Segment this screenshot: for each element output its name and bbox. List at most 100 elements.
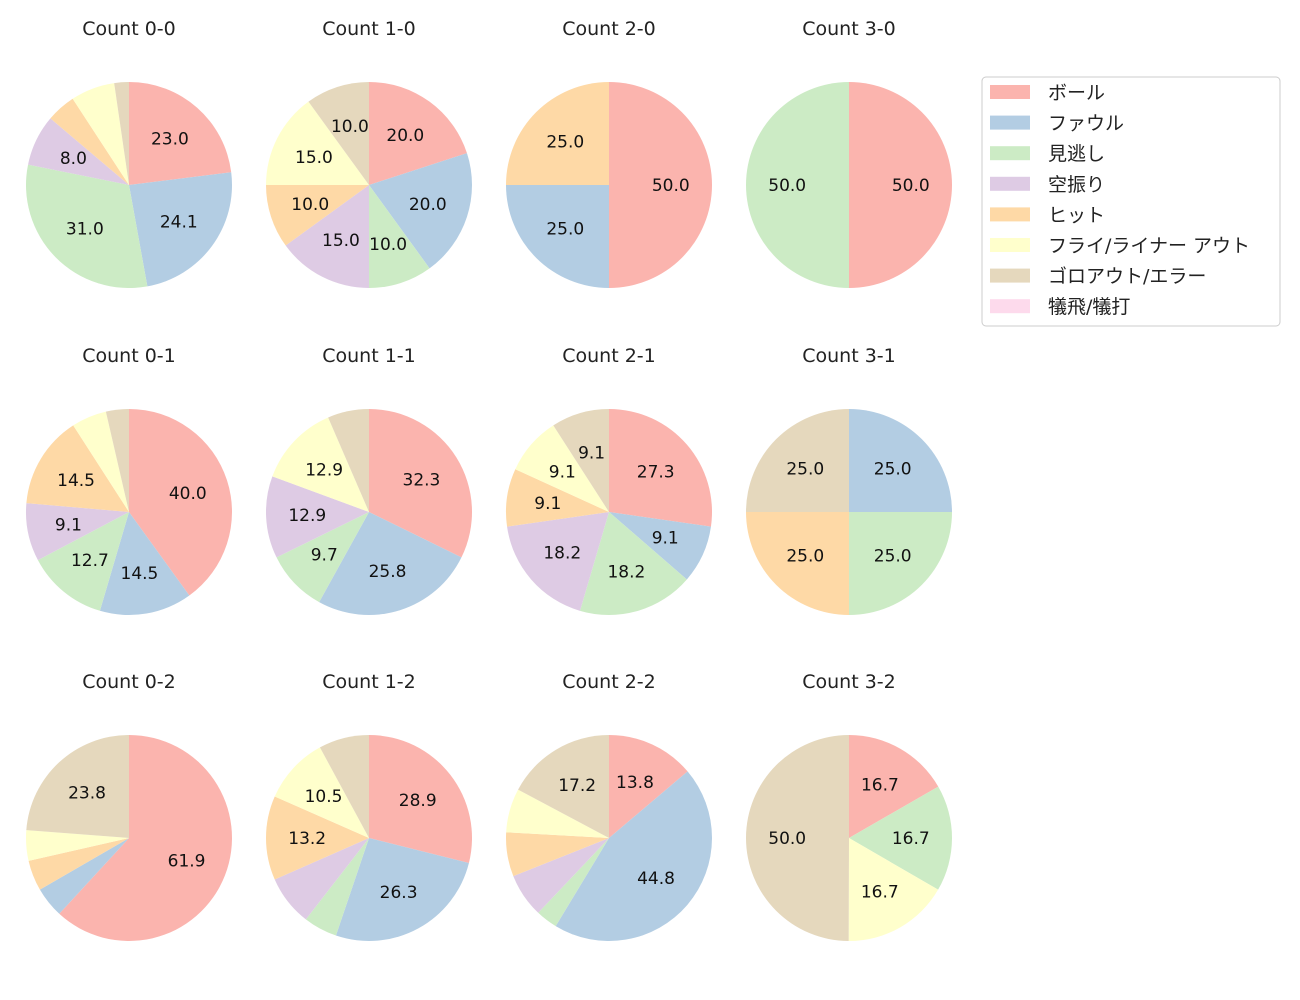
pie-slice-4 — [266, 796, 369, 880]
pie-slice-1 — [319, 512, 462, 615]
pie-title: Count 2-1 — [562, 345, 656, 367]
slice-label: 25.0 — [546, 132, 584, 152]
pie-slice-0 — [369, 409, 472, 558]
pie-title: Count 3-0 — [802, 18, 896, 40]
pie-slice-1 — [99, 512, 190, 615]
slice-label: 14.5 — [121, 564, 159, 584]
slice-label: 17.2 — [558, 776, 596, 796]
pie-slice-1 — [849, 409, 952, 512]
pie-slice-0 — [129, 409, 232, 596]
pie-count-1-0: Count 1-020.020.010.015.010.015.010.0 — [266, 18, 472, 288]
pie-slice-5 — [266, 101, 369, 185]
pie-slice-6 — [328, 409, 369, 512]
slice-label: 8.0 — [60, 149, 87, 169]
pie-slice-5 — [272, 417, 369, 512]
pie-slice-6 — [114, 82, 129, 185]
pie-slice-2 — [538, 838, 609, 927]
pie-count-3-2: Count 3-2 16.7 16.7 16.7 50.0 — [745, 671, 952, 941]
pie-slice-4 — [746, 512, 849, 615]
slice-label: 25.0 — [874, 547, 912, 567]
slice-label: 13.2 — [288, 829, 326, 849]
pie-slice-6 — [319, 735, 369, 838]
slice-label: 24.1 — [160, 213, 198, 233]
pie-slice-6 — [308, 82, 369, 185]
legend-label: ファウル — [1048, 113, 1124, 135]
legend-label: ボール — [1048, 82, 1105, 104]
legend-label: 犠飛/犠打 — [1048, 296, 1130, 318]
slice-label: 25.8 — [369, 562, 407, 582]
pie-slice-1 — [129, 172, 232, 287]
pie-slice-4 — [26, 425, 130, 512]
pie-slice-3 — [265, 476, 369, 558]
pie-slice-0 — [609, 409, 712, 527]
slice-label: 10.0 — [291, 195, 329, 215]
pie-slice-6 — [105, 409, 129, 512]
pie-title: Count 1-0 — [322, 18, 416, 40]
slice-label: 25.0 — [874, 459, 912, 479]
pie-title: Count 3-2 — [802, 671, 896, 693]
pie-slice-4 — [506, 469, 609, 527]
pie-slice-4 — [50, 98, 129, 185]
pie-count-3-1: Count 3-1 25.0 25.0 25.0 25.0 — [746, 345, 952, 615]
pie-slice-3 — [28, 118, 129, 185]
pie-count-0-1: Count 0-1 40.0 14.5 12.7 9.1 14.5 — [26, 345, 232, 615]
pie-title: Count 3-1 — [802, 345, 896, 367]
pie-slice-5 — [73, 411, 129, 512]
legend-swatch — [990, 85, 1030, 99]
slice-label: 32.3 — [403, 470, 441, 490]
legend-swatch — [990, 299, 1030, 314]
pie-slice-2 — [849, 786, 952, 890]
pie-title: Count 1-1 — [322, 345, 416, 367]
slice-label: 9.1 — [55, 515, 82, 535]
slice-label: 31.0 — [66, 219, 104, 239]
slice-label: 50.0 — [768, 829, 806, 849]
pie-slice-0 — [849, 735, 939, 838]
pie-slice-3 — [26, 503, 130, 561]
pie-slice-2 — [276, 512, 369, 603]
pie-title: Count 1-2 — [322, 671, 416, 693]
slice-label: 9.1 — [534, 494, 561, 514]
pie-slice-5 — [506, 789, 609, 838]
slice-label: 27.3 — [637, 463, 675, 483]
slice-label: 12.9 — [288, 506, 326, 526]
legend-label: ゴロアウト/エラー — [1048, 266, 1206, 288]
pie-title: Count 2-0 — [562, 18, 656, 40]
pie-slice-6 — [745, 735, 849, 941]
pie-slice-0 — [609, 735, 688, 838]
pie-slice-4 — [506, 82, 609, 185]
pie-slice-2 — [37, 512, 129, 611]
pie-count-3-0: Count 3-0 50.0 50.0 — [746, 18, 952, 288]
pie-slice-1 — [335, 838, 469, 942]
slice-label: 15.0 — [295, 148, 333, 168]
pie-slice-6 — [518, 735, 609, 838]
legend-label: フライ/ライナー アウト — [1048, 235, 1250, 257]
pie-title: Count 0-2 — [82, 671, 176, 693]
pie-slice-5 — [26, 830, 129, 861]
slice-label: 16.7 — [861, 883, 899, 903]
pie-slice-2 — [746, 82, 849, 288]
pie-slice-2 — [25, 164, 148, 288]
legend-frame — [981, 76, 1281, 327]
slice-label: 9.1 — [549, 463, 576, 483]
slice-label: 15.0 — [322, 231, 360, 251]
pie-slice-4 — [28, 838, 129, 890]
slice-label: 23.0 — [151, 130, 189, 150]
legend-swatch — [990, 238, 1030, 252]
legend-swatch — [990, 207, 1030, 222]
pie-count-0-0: Count 0-0 23.0 24.1 31.0 8.0 — [25, 18, 232, 288]
slice-label: 18.2 — [543, 543, 581, 563]
slice-label: 16.7 — [861, 775, 899, 795]
slice-label: 50.0 — [768, 176, 806, 196]
slice-label: 9.1 — [578, 444, 605, 464]
pie-slice-6 — [553, 409, 609, 512]
legend-label: 空振り — [1048, 174, 1105, 196]
slice-label: 44.8 — [637, 869, 675, 889]
pie-slice-5 — [72, 83, 129, 185]
slice-label: 20.0 — [386, 126, 424, 146]
pie-count-2-2: Count 2-2 13.8 44.8 17.2 — [506, 671, 712, 941]
slice-label: 50.0 — [892, 176, 930, 196]
pie-slice-5 — [274, 747, 369, 838]
